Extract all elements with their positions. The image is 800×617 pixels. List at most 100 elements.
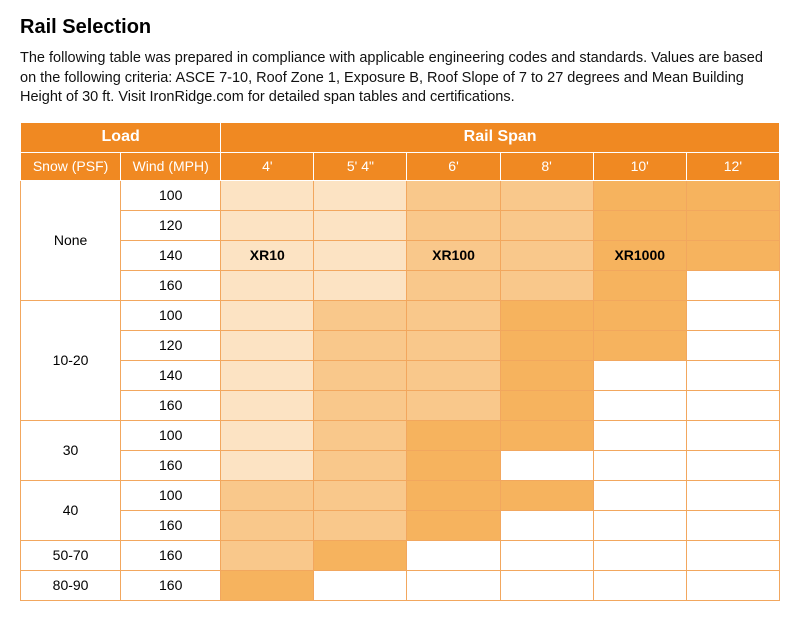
span-cell [686, 210, 779, 240]
table-row: 140 [21, 360, 780, 390]
span-cell [314, 330, 407, 360]
span-cell [221, 360, 314, 390]
span-cell [407, 510, 500, 540]
table-row: 140XR10XR100XR1000 [21, 240, 780, 270]
snow-cell: 50-70 [21, 540, 121, 570]
table-row: 160 [21, 450, 780, 480]
header-span-5: 12' [686, 152, 779, 180]
span-cell [314, 510, 407, 540]
span-cell [686, 180, 779, 210]
span-cell [407, 480, 500, 510]
span-cell [593, 570, 686, 600]
table-row: 160 [21, 270, 780, 300]
wind-cell: 160 [121, 510, 221, 540]
span-cell [686, 240, 779, 270]
header-load: Load [21, 122, 221, 152]
span-cell [500, 270, 593, 300]
span-cell [593, 390, 686, 420]
snow-cell: 80-90 [21, 570, 121, 600]
span-cell [686, 390, 779, 420]
span-cell [221, 510, 314, 540]
header-span-4: 10' [593, 152, 686, 180]
span-cell [221, 570, 314, 600]
span-cell [314, 570, 407, 600]
span-cell [221, 180, 314, 210]
wind-cell: 160 [121, 540, 221, 570]
snow-cell: 30 [21, 420, 121, 480]
span-cell [407, 210, 500, 240]
span-cell [221, 480, 314, 510]
span-cell [314, 360, 407, 390]
wind-cell: 140 [121, 360, 221, 390]
span-cell [500, 300, 593, 330]
span-cell [686, 510, 779, 540]
table-row: 50-70160 [21, 540, 780, 570]
table-row: 30100 [21, 420, 780, 450]
snow-cell: 40 [21, 480, 121, 540]
span-cell [500, 420, 593, 450]
header-span-1: 5' 4" [314, 152, 407, 180]
span-cell [221, 450, 314, 480]
span-cell [314, 240, 407, 270]
span-cell [407, 180, 500, 210]
span-cell [686, 450, 779, 480]
table-row: None100 [21, 180, 780, 210]
span-cell [407, 330, 500, 360]
span-cell [593, 270, 686, 300]
span-cell [407, 390, 500, 420]
span-cell [221, 330, 314, 360]
span-cell [314, 210, 407, 240]
table-body: None100120140XR10XR100XR100016010-201001… [21, 180, 780, 600]
span-cell [500, 210, 593, 240]
span-cell [407, 450, 500, 480]
snow-cell: None [21, 180, 121, 300]
span-cell [314, 300, 407, 330]
header-snow: Snow (PSF) [21, 152, 121, 180]
span-cell [593, 540, 686, 570]
wind-cell: 160 [121, 270, 221, 300]
table-row: 40100 [21, 480, 780, 510]
span-cell [593, 480, 686, 510]
wind-cell: 160 [121, 390, 221, 420]
table-row: 160 [21, 510, 780, 540]
span-cell: XR1000 [593, 240, 686, 270]
span-cell [686, 270, 779, 300]
header-span-0: 4' [221, 152, 314, 180]
span-cell [593, 210, 686, 240]
wind-cell: 100 [121, 180, 221, 210]
span-cell [314, 420, 407, 450]
table-row: 160 [21, 390, 780, 420]
span-cell [593, 330, 686, 360]
table-row: 120 [21, 330, 780, 360]
span-cell [314, 270, 407, 300]
span-cell [407, 570, 500, 600]
rail-selection-table: Load Rail Span Snow (PSF) Wind (MPH) 4' … [20, 122, 780, 601]
span-cell [500, 570, 593, 600]
span-cell [500, 240, 593, 270]
span-cell [686, 540, 779, 570]
span-cell: XR100 [407, 240, 500, 270]
span-cell [221, 270, 314, 300]
span-cell [593, 450, 686, 480]
span-cell [500, 180, 593, 210]
span-cell [314, 450, 407, 480]
wind-cell: 160 [121, 570, 221, 600]
description-text: The following table was prepared in comp… [20, 49, 780, 108]
table-row: 80-90160 [21, 570, 780, 600]
span-cell [221, 390, 314, 420]
wind-cell: 100 [121, 420, 221, 450]
span-cell [407, 540, 500, 570]
span-cell [500, 390, 593, 420]
span-cell [314, 480, 407, 510]
span-cell [314, 540, 407, 570]
span-cell [686, 300, 779, 330]
span-cell [686, 420, 779, 450]
span-cell [500, 480, 593, 510]
span-cell [221, 210, 314, 240]
snow-cell: 10-20 [21, 300, 121, 420]
table-row: 10-20100 [21, 300, 780, 330]
span-cell [221, 420, 314, 450]
span-cell: XR10 [221, 240, 314, 270]
table-row: 120 [21, 210, 780, 240]
span-cell [407, 300, 500, 330]
